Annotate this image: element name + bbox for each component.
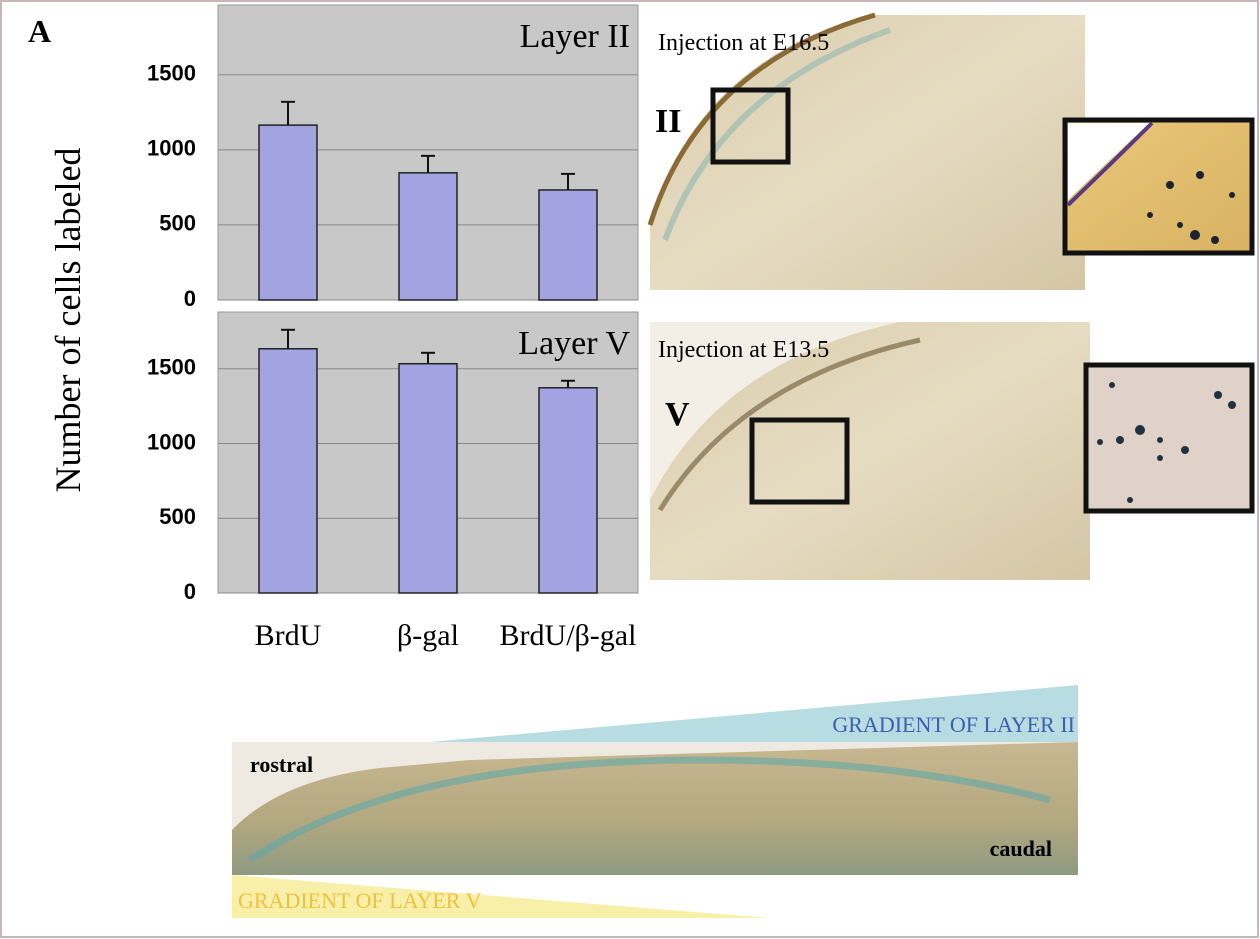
- layer-label: II: [655, 103, 681, 140]
- layer-label: V: [665, 396, 690, 433]
- x-tick-label: BrdU/β-gal: [500, 619, 637, 652]
- micrograph-middle: Injection at E13.5 V: [650, 322, 1252, 580]
- chart-title: Layer II: [520, 18, 630, 55]
- x-tick-label: β-gal: [397, 619, 459, 652]
- location-label: rostral: [250, 752, 313, 777]
- bar: [539, 190, 597, 300]
- bar: [259, 125, 317, 300]
- bar: [539, 388, 597, 593]
- y-tick-label: 500: [159, 504, 196, 529]
- y-tick-label: 500: [159, 211, 196, 236]
- bar: [259, 349, 317, 593]
- micrograph-bottom: GRADIENT OF LAYER II GRADIENT OF LAYER V…: [232, 685, 1078, 918]
- y-tick-label: 0: [184, 579, 196, 604]
- bar: [399, 173, 457, 300]
- x-tick-label: BrdU: [255, 619, 322, 652]
- location-label: caudal: [990, 836, 1052, 861]
- chart-title: Layer V: [518, 325, 630, 362]
- caption: Injection at E13.5: [658, 337, 829, 363]
- micrograph-top: Injection at E16.5 II: [650, 15, 1252, 290]
- bar: [399, 364, 457, 593]
- y-tick-label: 1000: [147, 429, 196, 454]
- y-tick-label: 1500: [147, 61, 196, 86]
- y-tick-label: 1000: [147, 136, 196, 161]
- y-axis-label: Number of cells labeled: [48, 148, 88, 493]
- gradient-label: GRADIENT OF LAYER V: [238, 888, 482, 913]
- figure: A Injection at E16.5 II Injection at E13…: [0, 0, 1260, 939]
- panel-label: A: [28, 13, 51, 49]
- y-tick-label: 1500: [147, 355, 196, 380]
- caption: Injection at E16.5: [658, 30, 829, 56]
- gradient-label: GRADIENT OF LAYER II: [832, 712, 1075, 737]
- y-tick-label: 0: [184, 286, 196, 311]
